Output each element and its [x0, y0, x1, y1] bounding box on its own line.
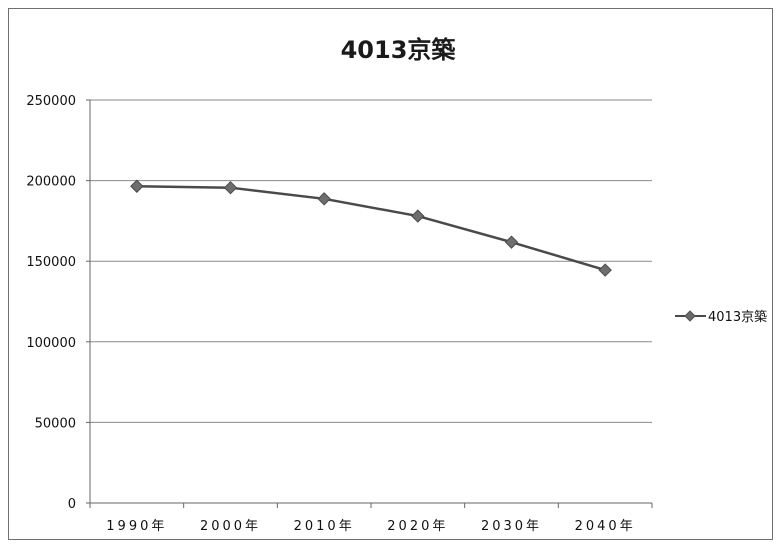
data-point-2040年	[598, 263, 612, 277]
y-tick-label: 250000	[26, 94, 76, 109]
x-tick-label: 2010年	[294, 519, 355, 534]
data-point-2000年	[223, 180, 238, 195]
legend: 4013京築	[675, 310, 767, 325]
y-tick-label: 100000	[26, 336, 76, 351]
x-tick-label: 2030年	[481, 519, 542, 534]
data-point-1990年	[130, 179, 144, 193]
data-point-2020年	[411, 209, 425, 223]
x-tick-label: 2040年	[575, 519, 636, 534]
data-point-2010年	[317, 192, 331, 206]
legend-marker	[684, 310, 696, 322]
x-tick-label: 2000年	[200, 519, 261, 534]
axes	[89, 100, 652, 504]
gridlines	[90, 99, 652, 423]
series-line	[136, 184, 606, 272]
y-tick-label: 0	[68, 497, 76, 512]
y-tick-label: 150000	[26, 255, 76, 270]
chart-title: 4013京築	[341, 36, 457, 64]
data-point-2030年	[504, 235, 519, 249]
legend-label: 4013京築	[708, 310, 767, 325]
y-axis-ticks: 0 50000 100000 150000 200000 250000	[26, 94, 90, 512]
chart-frame	[8, 8, 773, 540]
y-tick-label: 200000	[26, 175, 76, 190]
x-axis-ticks: 1990年 2000年 2010年 2020年 2030年 2040年	[89, 503, 653, 534]
x-tick-label: 2020年	[387, 519, 448, 534]
series-layer	[130, 179, 612, 277]
y-tick-label: 50000	[35, 416, 76, 431]
x-tick-label: 1990年	[106, 519, 167, 534]
